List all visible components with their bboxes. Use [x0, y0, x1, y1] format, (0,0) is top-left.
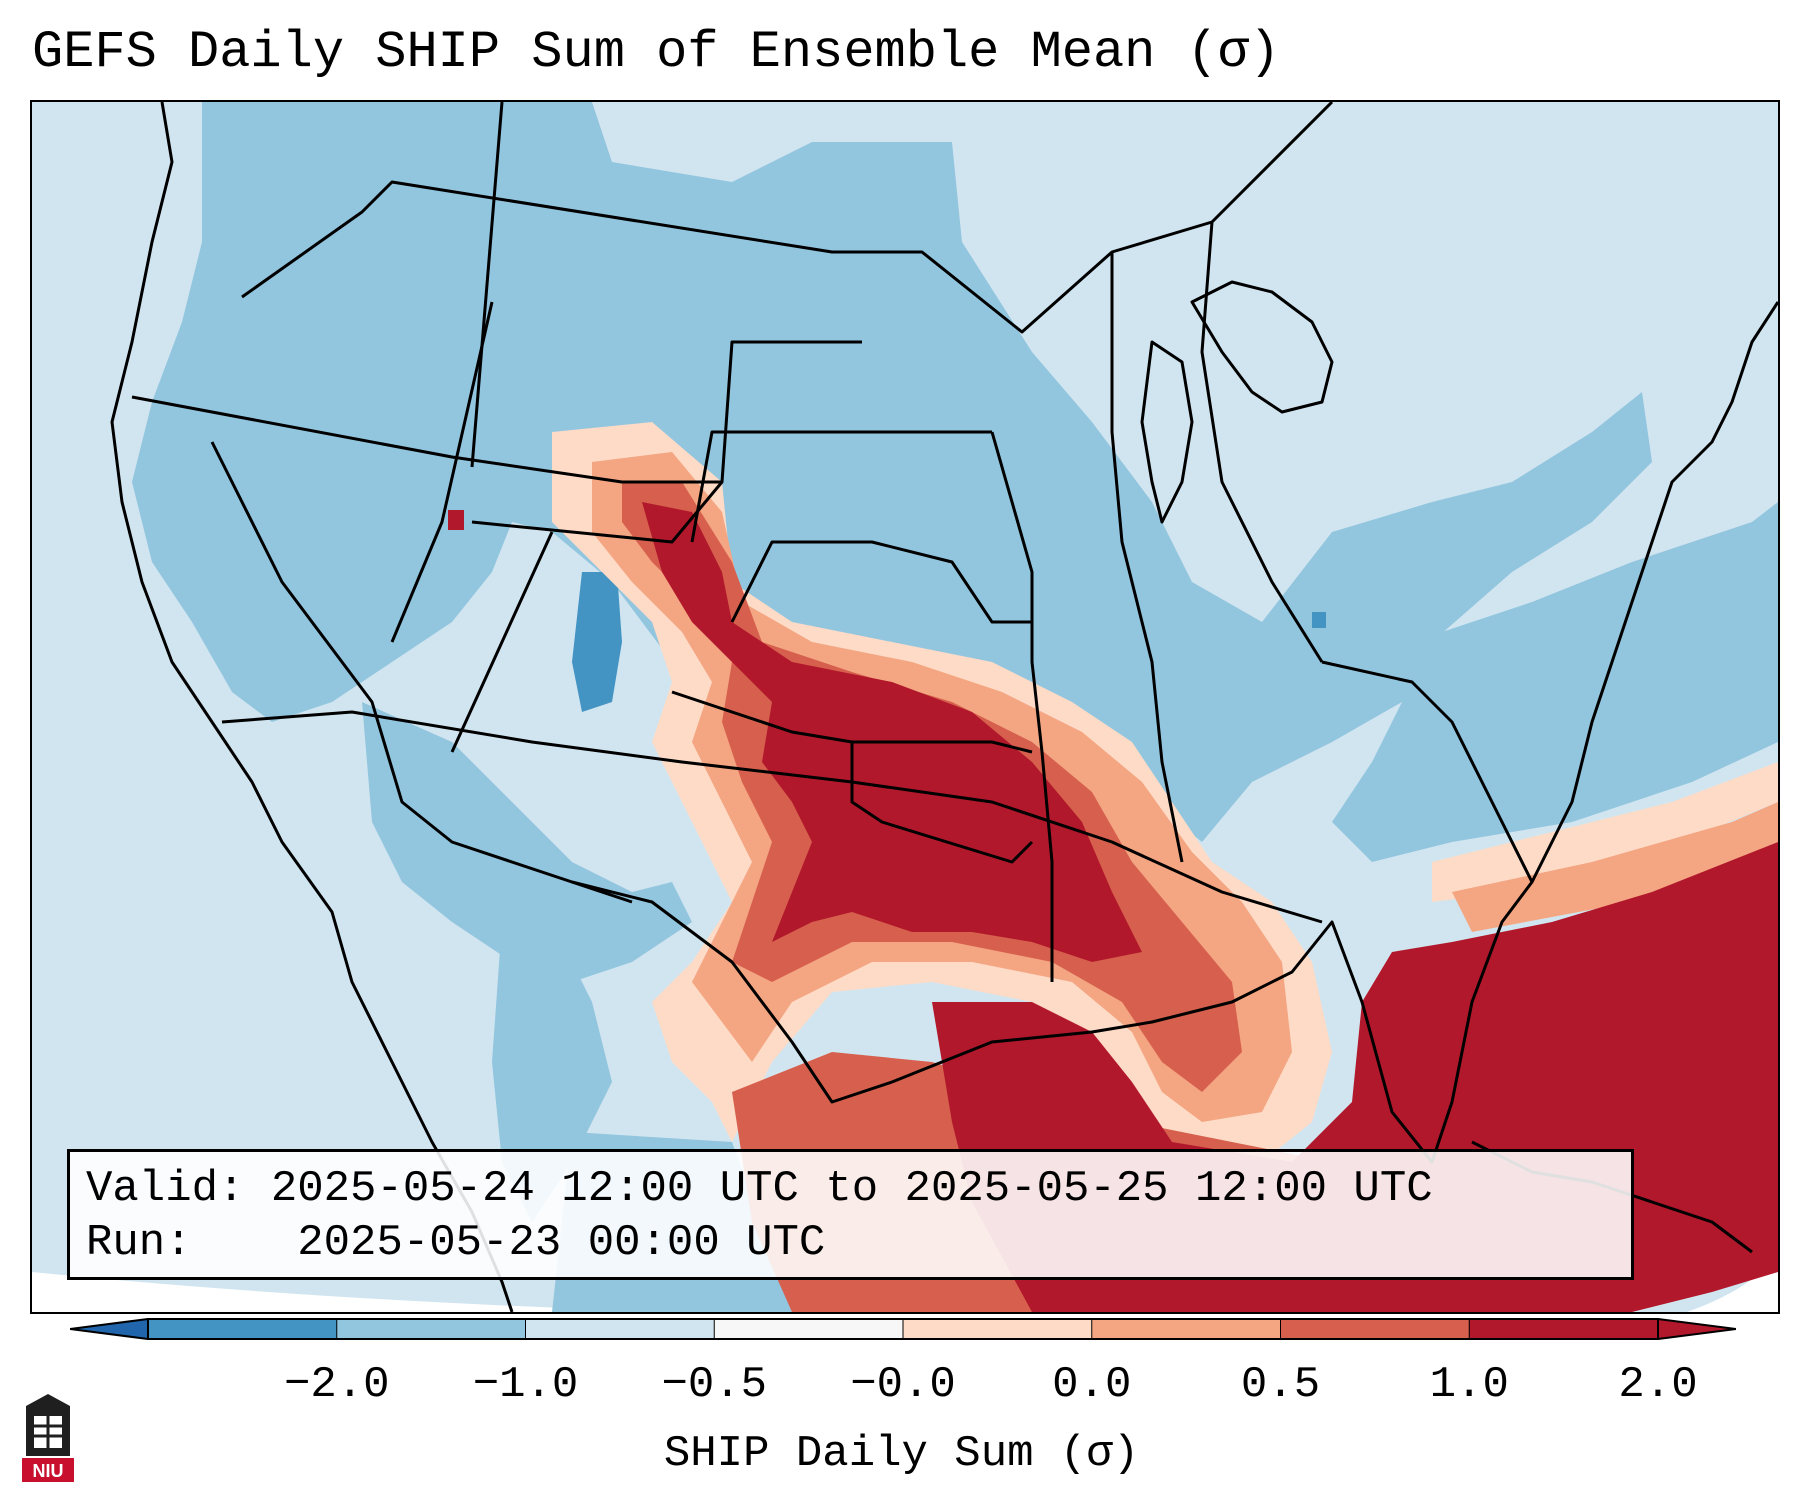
colorbar-segment [903, 1319, 1093, 1339]
projection-edge-bottom-right [1686, 1252, 1778, 1312]
colorbar-low-outline [70, 1318, 149, 1340]
great-lakes-outline [1190, 280, 1334, 414]
colorbar-extend-high [1658, 1319, 1736, 1339]
geographic-boundaries [110, 102, 1778, 1312]
colorbar-segment [525, 1319, 715, 1339]
northern-border [241, 102, 1334, 334]
colorbar-segment [336, 1319, 526, 1339]
logo-red-band [22, 1458, 74, 1482]
map-title: GEFS Daily SHIP Sum of Ensemble Mean (σ) [32, 23, 1281, 82]
colorbar-tick-label: 2.0 [1618, 1360, 1698, 1410]
run-label: Run: [86, 1218, 192, 1268]
colorbar-tick-label: −2.0 [283, 1360, 390, 1410]
colorbar-tick-label: 0.0 [1052, 1360, 1132, 1410]
border-ohio-east [1200, 221, 1324, 663]
border-utah-colorado [450, 531, 554, 753]
colorbar-segment [1091, 1319, 1281, 1339]
colorbar-segment [148, 1319, 338, 1339]
colorbar-tick-label: 0.5 [1240, 1360, 1321, 1410]
map-panel [30, 100, 1780, 1314]
mexico-blue-region [492, 922, 612, 1222]
map-canvas [32, 102, 1778, 1312]
border-appalachian [1321, 660, 1534, 883]
logo-text: NIU [33, 1461, 64, 1481]
colorbar-segment [1469, 1319, 1659, 1339]
colorbar-label: SHIP Daily Sum (σ) [663, 1429, 1140, 1479]
valid-label: Valid: [86, 1164, 245, 1214]
colorbar-extend-low [70, 1319, 148, 1339]
colorbar-tick-label: 1.0 [1429, 1360, 1509, 1410]
border-line-42n [131, 395, 722, 484]
border-illinois-indiana [1110, 252, 1184, 863]
run-time: 2025-05-23 00:00 UTC [297, 1218, 826, 1268]
colorbar [70, 1318, 1736, 1340]
border-nevada-utah [390, 301, 494, 643]
atlantic-blue-region [1332, 502, 1778, 862]
valid-range: 2025-05-24 12:00 UTC to 2025-05-25 12:00… [270, 1164, 1433, 1214]
ohio-dark-blue-spot [1312, 612, 1326, 628]
utah-red-spot [448, 510, 464, 530]
border-oklahoma-texas [850, 742, 1034, 864]
colorbar-tick-label: −1.0 [472, 1360, 579, 1410]
colorbar-high-outline [1657, 1318, 1736, 1340]
border-wyoming-colorado [471, 340, 862, 544]
mississippi-river-line [990, 431, 1054, 982]
colorbar-tick-label: −0.5 [661, 1360, 768, 1410]
niu-logo: NIU [22, 1394, 74, 1482]
atlantic-salmon-band [1452, 802, 1778, 932]
border-idaho-montana [470, 102, 504, 468]
validity-info-box: Valid: 2025-05-24 12:00 UTC to 2025-05-2… [67, 1149, 1634, 1280]
border-nebraska-dakotas [690, 430, 992, 543]
colorado-dark-blue-spot [572, 572, 622, 712]
atlantic-peach-band [1432, 762, 1778, 902]
border-kansas-nebraska [730, 540, 1032, 624]
plains-strong-red-core [642, 502, 1142, 962]
colorbar-segment [714, 1319, 904, 1339]
lake-michigan-outline [1140, 340, 1194, 524]
southwest-blue-region [362, 702, 692, 982]
strong-negative-spots [572, 572, 1326, 712]
colorbar-segment [1280, 1319, 1470, 1339]
projection-edge-bottom-left [32, 1272, 678, 1312]
north-central-blue-region [132, 102, 1652, 842]
logo-window-bars [34, 1416, 62, 1448]
colorbar-tick-label: −0.0 [850, 1360, 956, 1410]
